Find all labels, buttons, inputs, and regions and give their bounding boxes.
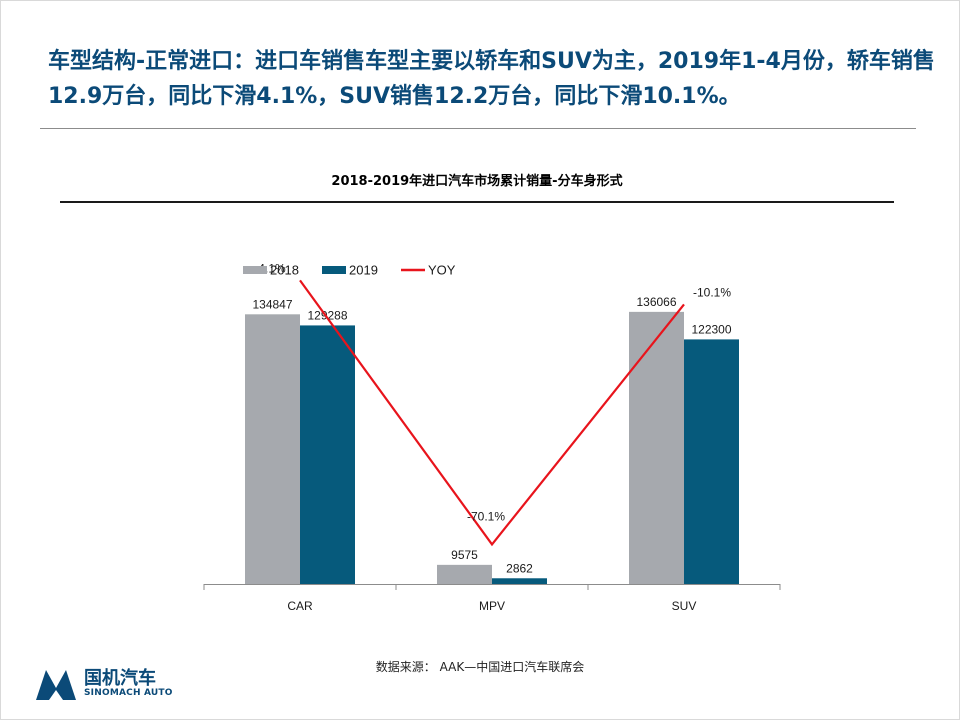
legend-label-2018: 2018 (270, 263, 299, 278)
x-tick-label-car: CAR (287, 599, 313, 613)
legend-label-2019: 2019 (349, 263, 378, 278)
bar-2018-car (245, 314, 300, 584)
yoy-label-mpv: -70.1% (467, 509, 505, 523)
bar-2019-car (300, 325, 355, 584)
bar-2019-suv (684, 339, 739, 584)
sinomach-logo-icon (36, 670, 76, 700)
headline-divider (40, 128, 916, 129)
bar-2018-mpv (437, 564, 492, 584)
legend-swatch-2018 (243, 266, 267, 274)
bar-2018-suv (629, 311, 684, 584)
chart-title: 2018-2019年进口汽车市场累计销量-分车身形式 (331, 174, 623, 189)
data-label-2018-mpv: 9575 (451, 548, 478, 562)
data-source-note: 数据来源： AAK—中国进口汽车联席会 (375, 660, 585, 674)
data-label-2018-suv: 136066 (636, 295, 676, 309)
logo-text-cn: 国机汽车 (84, 668, 156, 689)
x-tick-label-mpv: MPV (479, 599, 505, 613)
yoy-line (299, 279, 685, 547)
data-label-2019-mpv: 2862 (506, 561, 533, 575)
data-label-2019-car: 129288 (307, 308, 347, 322)
legend-swatch-2019 (322, 266, 346, 274)
company-logo: 国机汽车 SINOMACH AUTO (36, 664, 206, 704)
logo-text-en: SINOMACH AUTO (84, 688, 173, 698)
chart-title-divider (60, 201, 894, 203)
yoy-label-suv: -10.1% (693, 285, 731, 299)
slide-headline: 车型结构-正常进口：进口车销售车型主要以轿车和SUV为主，2019年1-4月份，… (48, 49, 935, 109)
data-label-2018-car: 134847 (252, 297, 292, 311)
data-label-2019-suv: 122300 (691, 322, 731, 336)
legend-label-yoy: YOY (428, 263, 456, 278)
x-tick-label-suv: SUV (672, 599, 697, 613)
bar-2019-mpv (492, 578, 547, 584)
